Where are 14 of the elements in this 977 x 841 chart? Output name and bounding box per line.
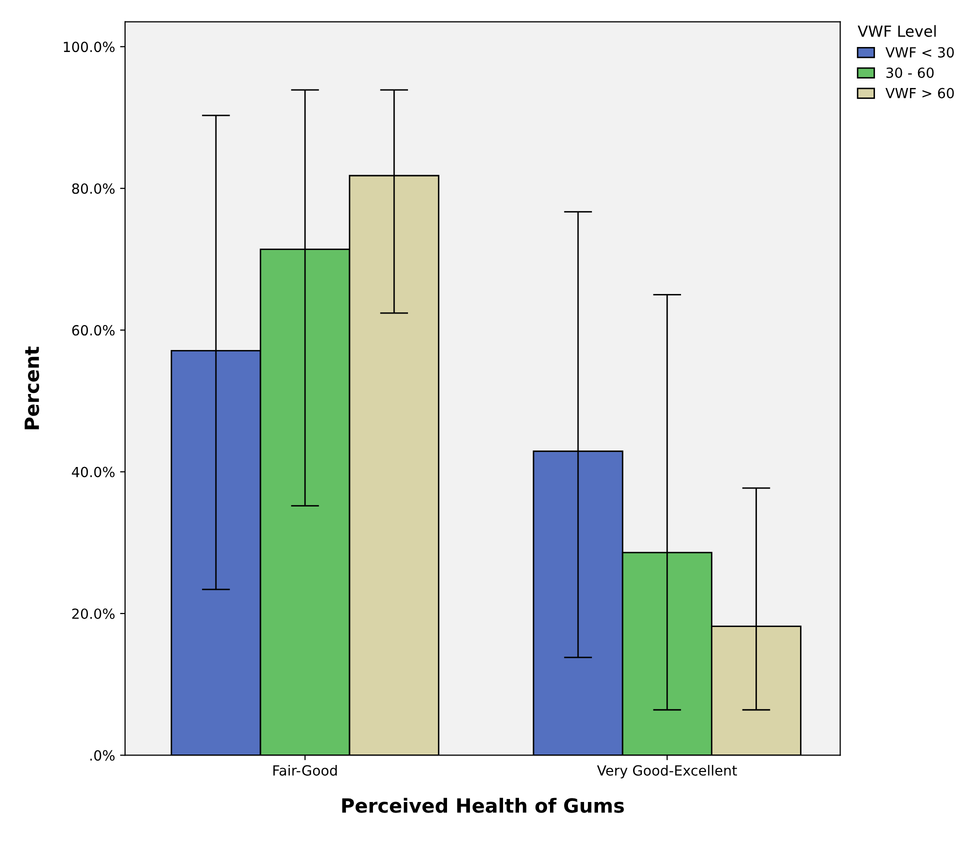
legend-title: VWF Level [858,25,936,37]
y-axis-title: Percent [24,346,40,430]
y-tick-label: 80.0% [72,183,115,194]
x-axis-title: Perceived Health of Gums [342,798,624,813]
y-tick-label: .0% [90,750,115,761]
legend-label: VWF < 30 [885,47,954,58]
y-tick-label: 100.0% [64,42,115,52]
y-tick-label: 20.0% [72,608,115,619]
legend-label: 30 - 60 [886,67,934,78]
legend-label: VWF > 60 [885,88,954,98]
y-tick-label: 60.0% [72,325,115,336]
y-tick-label: 40.0% [72,466,115,478]
x-tick-label: Fair-Good [273,764,337,776]
x-tick-label: Very Good-Excellent [597,764,737,778]
